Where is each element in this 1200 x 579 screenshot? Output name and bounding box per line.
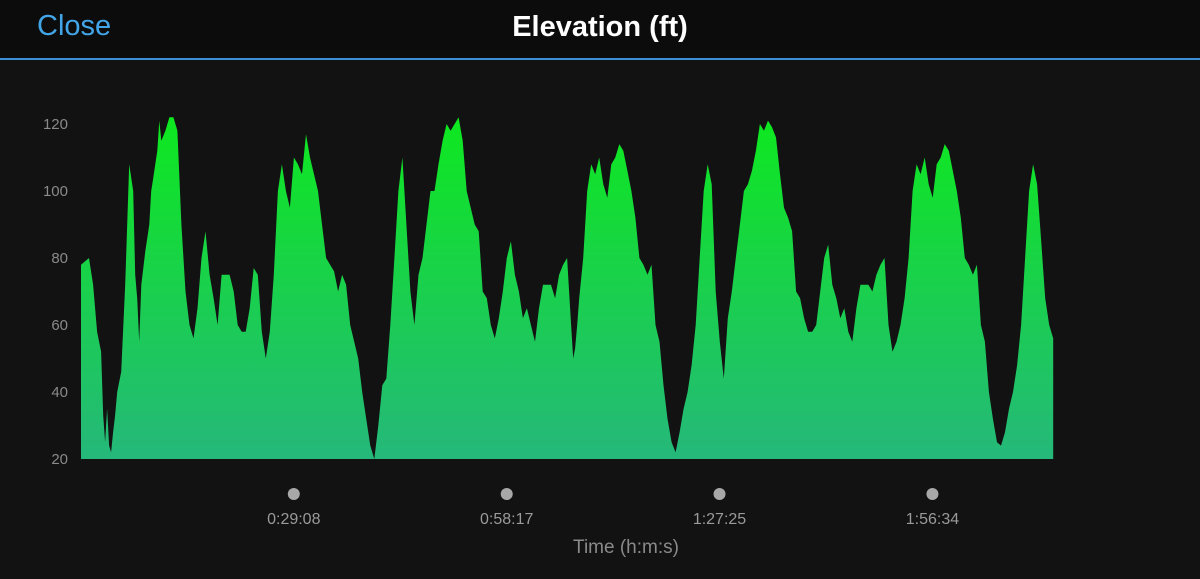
x-tick-marker xyxy=(287,488,300,500)
y-tick-label: 120 xyxy=(43,116,68,133)
elevation-chart: 20 40 60 80 100 120 0:29:08 0:58:17 1:27:25 1:56… xyxy=(43,116,1054,558)
x-axis: 0:29:08 0:58:17 1:27:25 1:56:34 xyxy=(267,488,959,528)
page-title: Elevation (ft) xyxy=(512,11,688,43)
y-tick-label: 100 xyxy=(43,183,68,200)
elevation-area xyxy=(81,117,1054,460)
y-tick-label: 20 xyxy=(51,451,68,468)
header-bar: Close Elevation (ft) xyxy=(0,0,1200,60)
y-axis: 20 40 60 80 100 120 xyxy=(43,116,68,468)
x-tick-label: 1:56:34 xyxy=(906,511,959,528)
x-tick-marker xyxy=(713,488,726,500)
x-tick-label: 0:58:17 xyxy=(480,511,533,528)
x-tick-label: 1:27:25 xyxy=(693,511,746,528)
x-tick-label: 0:29:08 xyxy=(267,511,320,528)
close-button[interactable]: Close xyxy=(37,10,112,42)
x-axis-label: Time (h:m:s) xyxy=(573,537,679,558)
y-tick-label: 80 xyxy=(51,250,68,267)
y-tick-label: 40 xyxy=(51,384,68,401)
y-tick-label: 60 xyxy=(51,317,68,334)
x-tick-marker xyxy=(500,488,513,500)
x-tick-marker xyxy=(926,488,939,500)
